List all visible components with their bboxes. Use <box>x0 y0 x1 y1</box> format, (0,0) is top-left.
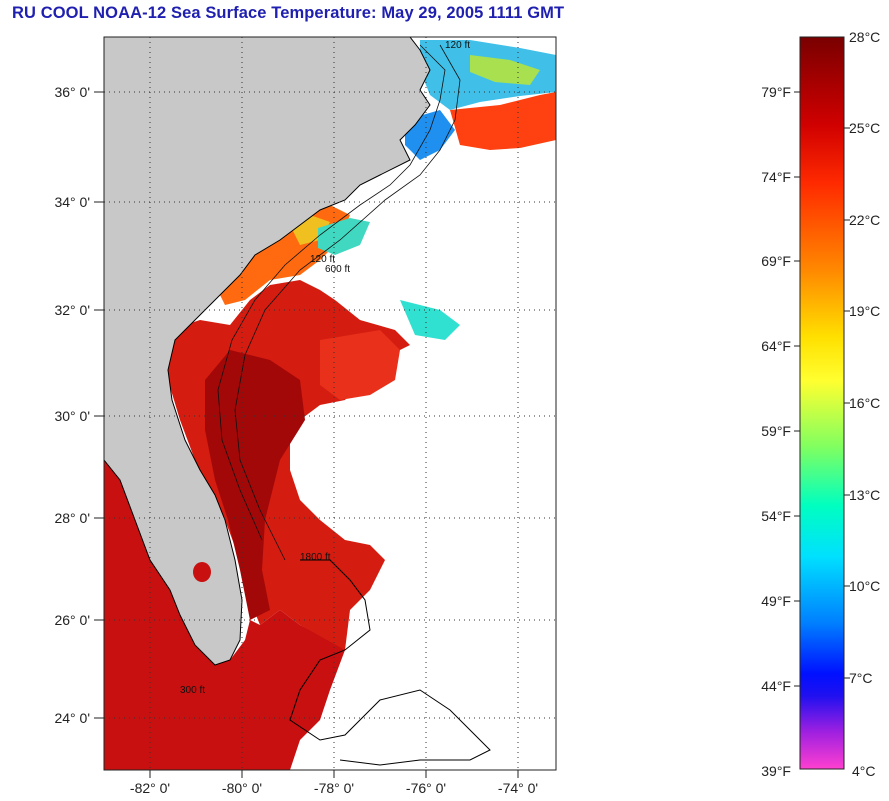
colorbar-c-label: 13°C <box>849 487 880 503</box>
bahamas-outline <box>289 559 491 766</box>
contour-120ft <box>217 44 446 541</box>
lat-label: 34° 0' <box>54 194 90 210</box>
colorbar-c-label: 19°C <box>849 303 880 319</box>
colorbar-c-label: 7°C <box>849 670 873 686</box>
colorbar-c-label: 4°C <box>852 763 876 779</box>
lat-label: 36° 0' <box>54 84 90 100</box>
land-mainland <box>104 37 431 666</box>
lon-label: -80° 0' <box>222 780 262 796</box>
contour-label: 120 ft <box>310 254 335 265</box>
lon-label: -76° 0' <box>406 780 446 796</box>
contour-600ft <box>234 44 461 561</box>
colorbar-f-label: 74°F <box>761 169 791 185</box>
colorbar-f-label: 44°F <box>761 678 791 694</box>
lon-label: -78° 0' <box>314 780 354 796</box>
map-area: 120 ft 120 ft 600 ft 1800 ft 300 ft <box>104 37 556 770</box>
colorbar-f-label: 59°F <box>761 423 791 439</box>
colorbar-c-label: 22°C <box>849 212 880 228</box>
lat-label: 30° 0' <box>54 408 90 424</box>
lat-label: 32° 0' <box>54 302 90 318</box>
colorbar-f-label: 64°F <box>761 338 791 354</box>
contour-label: 300 ft <box>180 685 205 696</box>
graticule <box>104 37 556 770</box>
colorbar-gradient <box>799 36 845 770</box>
map-title: RU COOL NOAA-12 Sea Surface Temperature:… <box>12 4 565 22</box>
sst-offshore-patch <box>320 330 400 400</box>
colorbar-f-label: 39°F <box>761 763 791 779</box>
sst-gulf-stream-core <box>205 350 305 620</box>
colorbar-c-label: 10°C <box>849 578 880 594</box>
colorbar-f-label: 79°F <box>761 84 791 100</box>
axis-ticks <box>94 91 519 778</box>
contour-label: 120 ft <box>445 40 470 51</box>
lake-okeechobee <box>193 562 211 582</box>
colorbar-f-label: 49°F <box>761 593 791 609</box>
lat-label: 28° 0' <box>54 510 90 526</box>
lat-label: 26° 0' <box>54 612 90 628</box>
lat-label: 24° 0' <box>54 710 90 726</box>
colorbar-c-label: 28°C <box>849 29 880 45</box>
colorbar-c-label: 25°C <box>849 120 880 136</box>
map-frame <box>103 36 557 771</box>
contour-label: 600 ft <box>325 264 350 275</box>
contour-label: 1800 ft <box>300 552 331 563</box>
colorbar-c-label: 16°C <box>849 395 880 411</box>
sst-warm-gulf-of-mexico <box>104 460 345 770</box>
lon-label: -82° 0' <box>130 780 170 796</box>
colorbar-f-label: 54°F <box>761 508 791 524</box>
colorbar-f-label: 69°F <box>761 253 791 269</box>
sst-outer-banks <box>450 92 556 150</box>
colorbar: 79°F 74°F 69°F 64°F 59°F 54°F 49°F 44°F … <box>761 29 880 779</box>
sst-northern-green <box>470 55 540 85</box>
lon-label: -74° 0' <box>498 780 538 796</box>
